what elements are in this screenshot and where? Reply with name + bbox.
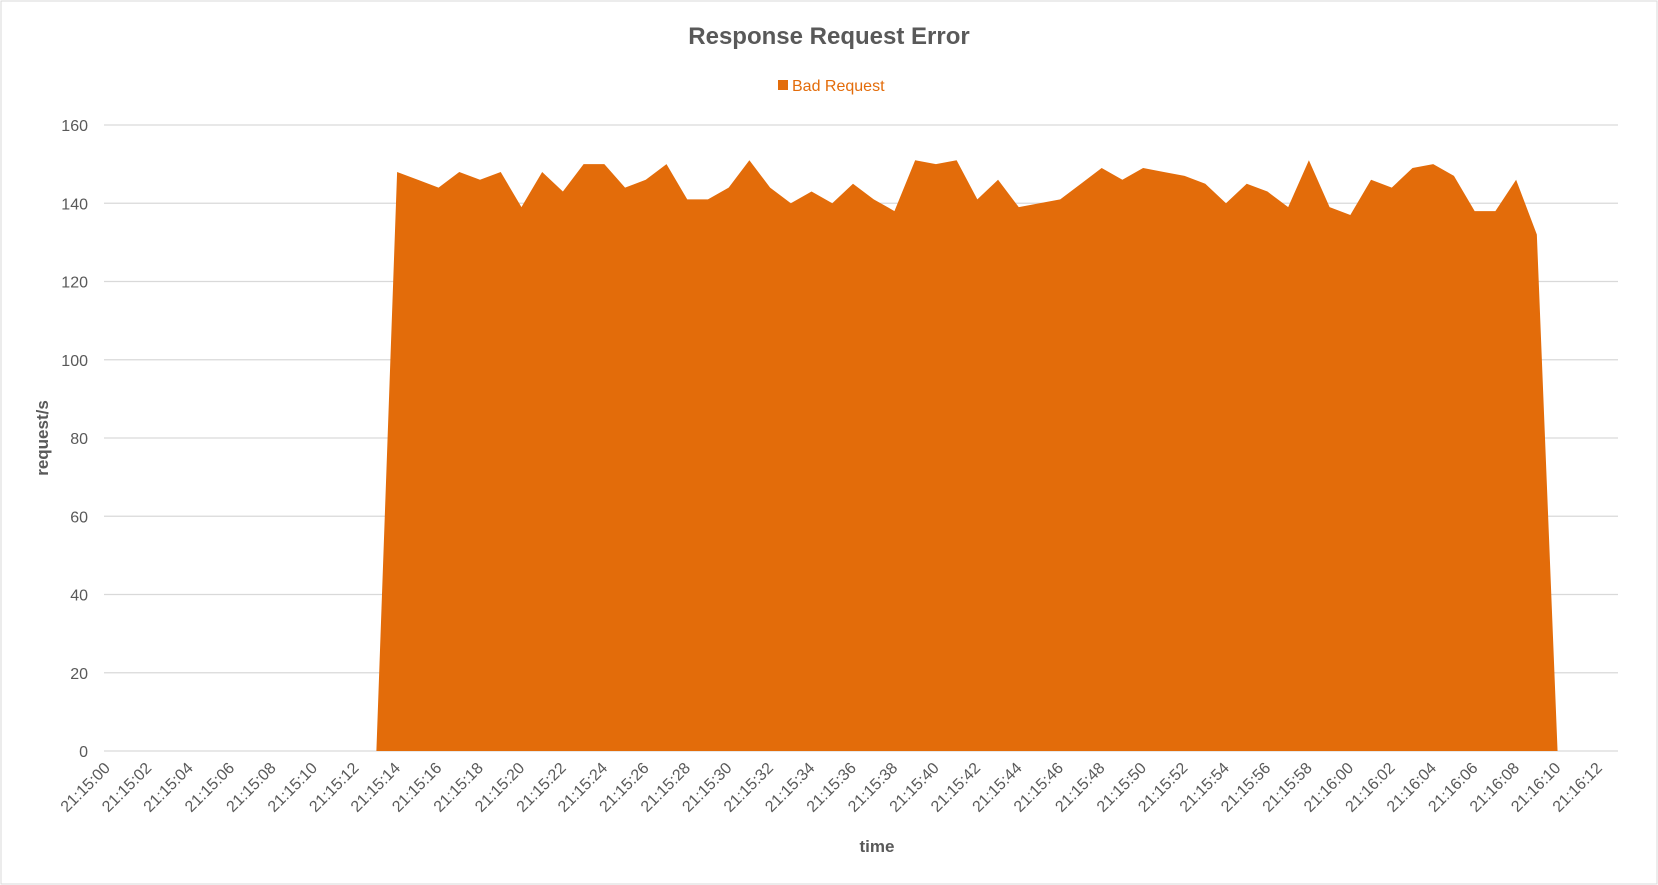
legend-label: Bad Request (792, 78, 885, 95)
y-tick-label: 160 (61, 118, 88, 135)
x-axis-title: time (860, 837, 895, 856)
y-tick-label: 100 (61, 353, 88, 370)
chart-title: Response Request Error (688, 23, 969, 50)
y-tick-label: 0 (79, 744, 88, 761)
legend-swatch (778, 80, 788, 90)
y-tick-label: 140 (61, 196, 88, 213)
y-tick-label: 80 (70, 431, 88, 448)
y-axis-title: request/s (33, 400, 52, 476)
y-tick-label: 20 (70, 666, 88, 683)
y-tick-label: 40 (70, 588, 88, 605)
area (376, 160, 1558, 751)
y-tick-label: 60 (70, 509, 88, 526)
y-tick-label: 120 (61, 275, 88, 292)
